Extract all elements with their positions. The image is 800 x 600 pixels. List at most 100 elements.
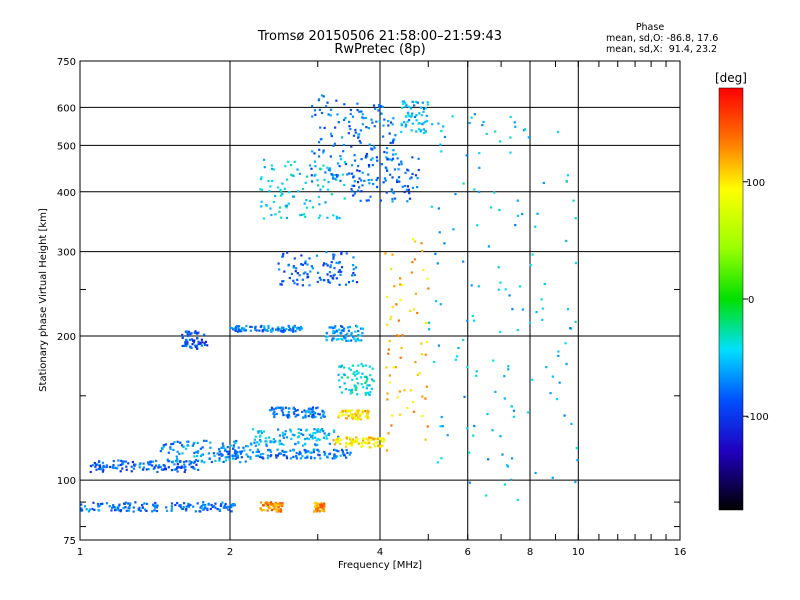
data-point — [408, 115, 411, 118]
data-point — [354, 340, 357, 343]
data-point — [305, 450, 308, 453]
data-point — [134, 501, 137, 504]
data-point — [327, 180, 330, 184]
data-point — [199, 510, 202, 513]
data-point — [251, 451, 254, 454]
data-point — [272, 408, 275, 411]
data-point — [345, 413, 348, 416]
data-point — [292, 407, 295, 410]
data-point — [191, 343, 194, 346]
data-point — [310, 451, 313, 454]
data-point — [369, 445, 372, 449]
data-point — [200, 459, 204, 462]
data-point — [287, 413, 290, 416]
data-point — [102, 468, 105, 472]
data-point — [227, 450, 230, 453]
data-point — [359, 141, 362, 144]
data-point — [410, 271, 413, 274]
data-point — [368, 441, 371, 445]
data-point — [350, 172, 354, 175]
data-point — [337, 262, 341, 265]
data-point — [278, 508, 281, 511]
y-axis-label: Stationary phase Virtual Height [km] — [38, 208, 49, 392]
data-point — [295, 452, 298, 455]
data-point — [295, 455, 298, 458]
data-point — [317, 437, 320, 441]
data-point — [182, 460, 186, 464]
data-point — [301, 278, 304, 281]
data-point — [355, 281, 359, 284]
data-point — [308, 284, 311, 287]
data-point — [335, 455, 338, 458]
data-point — [235, 453, 238, 456]
y-tick-label: 200 — [57, 332, 76, 343]
data-point — [316, 430, 319, 433]
data-point — [124, 460, 127, 463]
data-point — [293, 412, 296, 415]
data-point — [514, 125, 517, 128]
data-point — [176, 463, 179, 466]
data-point — [385, 323, 389, 326]
data-point — [342, 327, 346, 330]
data-point — [332, 327, 335, 330]
data-point — [232, 502, 236, 506]
data-point — [239, 450, 242, 453]
data-point — [315, 429, 319, 432]
data-point — [380, 439, 383, 442]
data-point — [285, 206, 288, 209]
data-point — [311, 267, 315, 270]
data-point — [99, 468, 102, 471]
data-point — [338, 283, 341, 286]
data-point — [231, 457, 235, 460]
data-point — [304, 442, 307, 446]
data-point — [202, 508, 205, 511]
data-point — [167, 459, 170, 463]
data-point — [408, 197, 412, 200]
data-point — [334, 177, 337, 180]
data-point — [365, 380, 368, 383]
y-tick-label: 500 — [57, 141, 76, 152]
data-point — [305, 199, 308, 202]
data-point — [321, 185, 325, 188]
data-point — [297, 413, 300, 416]
data-point — [400, 124, 403, 127]
data-point — [367, 126, 370, 130]
data-point — [209, 441, 212, 444]
data-point — [181, 452, 184, 455]
data-point — [270, 406, 274, 409]
data-point — [360, 383, 363, 386]
data-point — [199, 341, 202, 344]
data-point — [331, 457, 334, 460]
data-point — [426, 103, 430, 106]
data-point — [346, 173, 349, 176]
data-point — [313, 428, 316, 431]
data-point — [268, 409, 272, 412]
data-point — [250, 325, 253, 329]
data-point — [375, 178, 378, 182]
data-point — [275, 508, 278, 511]
data-point — [499, 281, 502, 284]
data-point — [313, 109, 316, 112]
data-point — [385, 156, 388, 159]
data-point — [330, 173, 333, 176]
data-point — [211, 505, 214, 509]
data-point — [346, 451, 349, 454]
data-point — [331, 337, 334, 340]
data-point — [360, 179, 363, 182]
data-point — [370, 178, 373, 181]
data-point — [497, 266, 500, 269]
data-point — [498, 208, 501, 212]
data-point — [361, 123, 364, 126]
data-point — [373, 445, 377, 448]
data-point — [300, 213, 303, 216]
data-point — [406, 111, 410, 114]
data-point — [357, 371, 360, 374]
data-point — [409, 389, 412, 392]
data-point — [306, 273, 309, 276]
data-point — [564, 342, 567, 345]
data-point — [265, 501, 268, 504]
x-axis-ticks: 1 2 4 6 8 10 16 — [77, 61, 686, 558]
data-point — [277, 505, 280, 509]
data-point — [170, 468, 174, 472]
data-point — [282, 279, 285, 283]
